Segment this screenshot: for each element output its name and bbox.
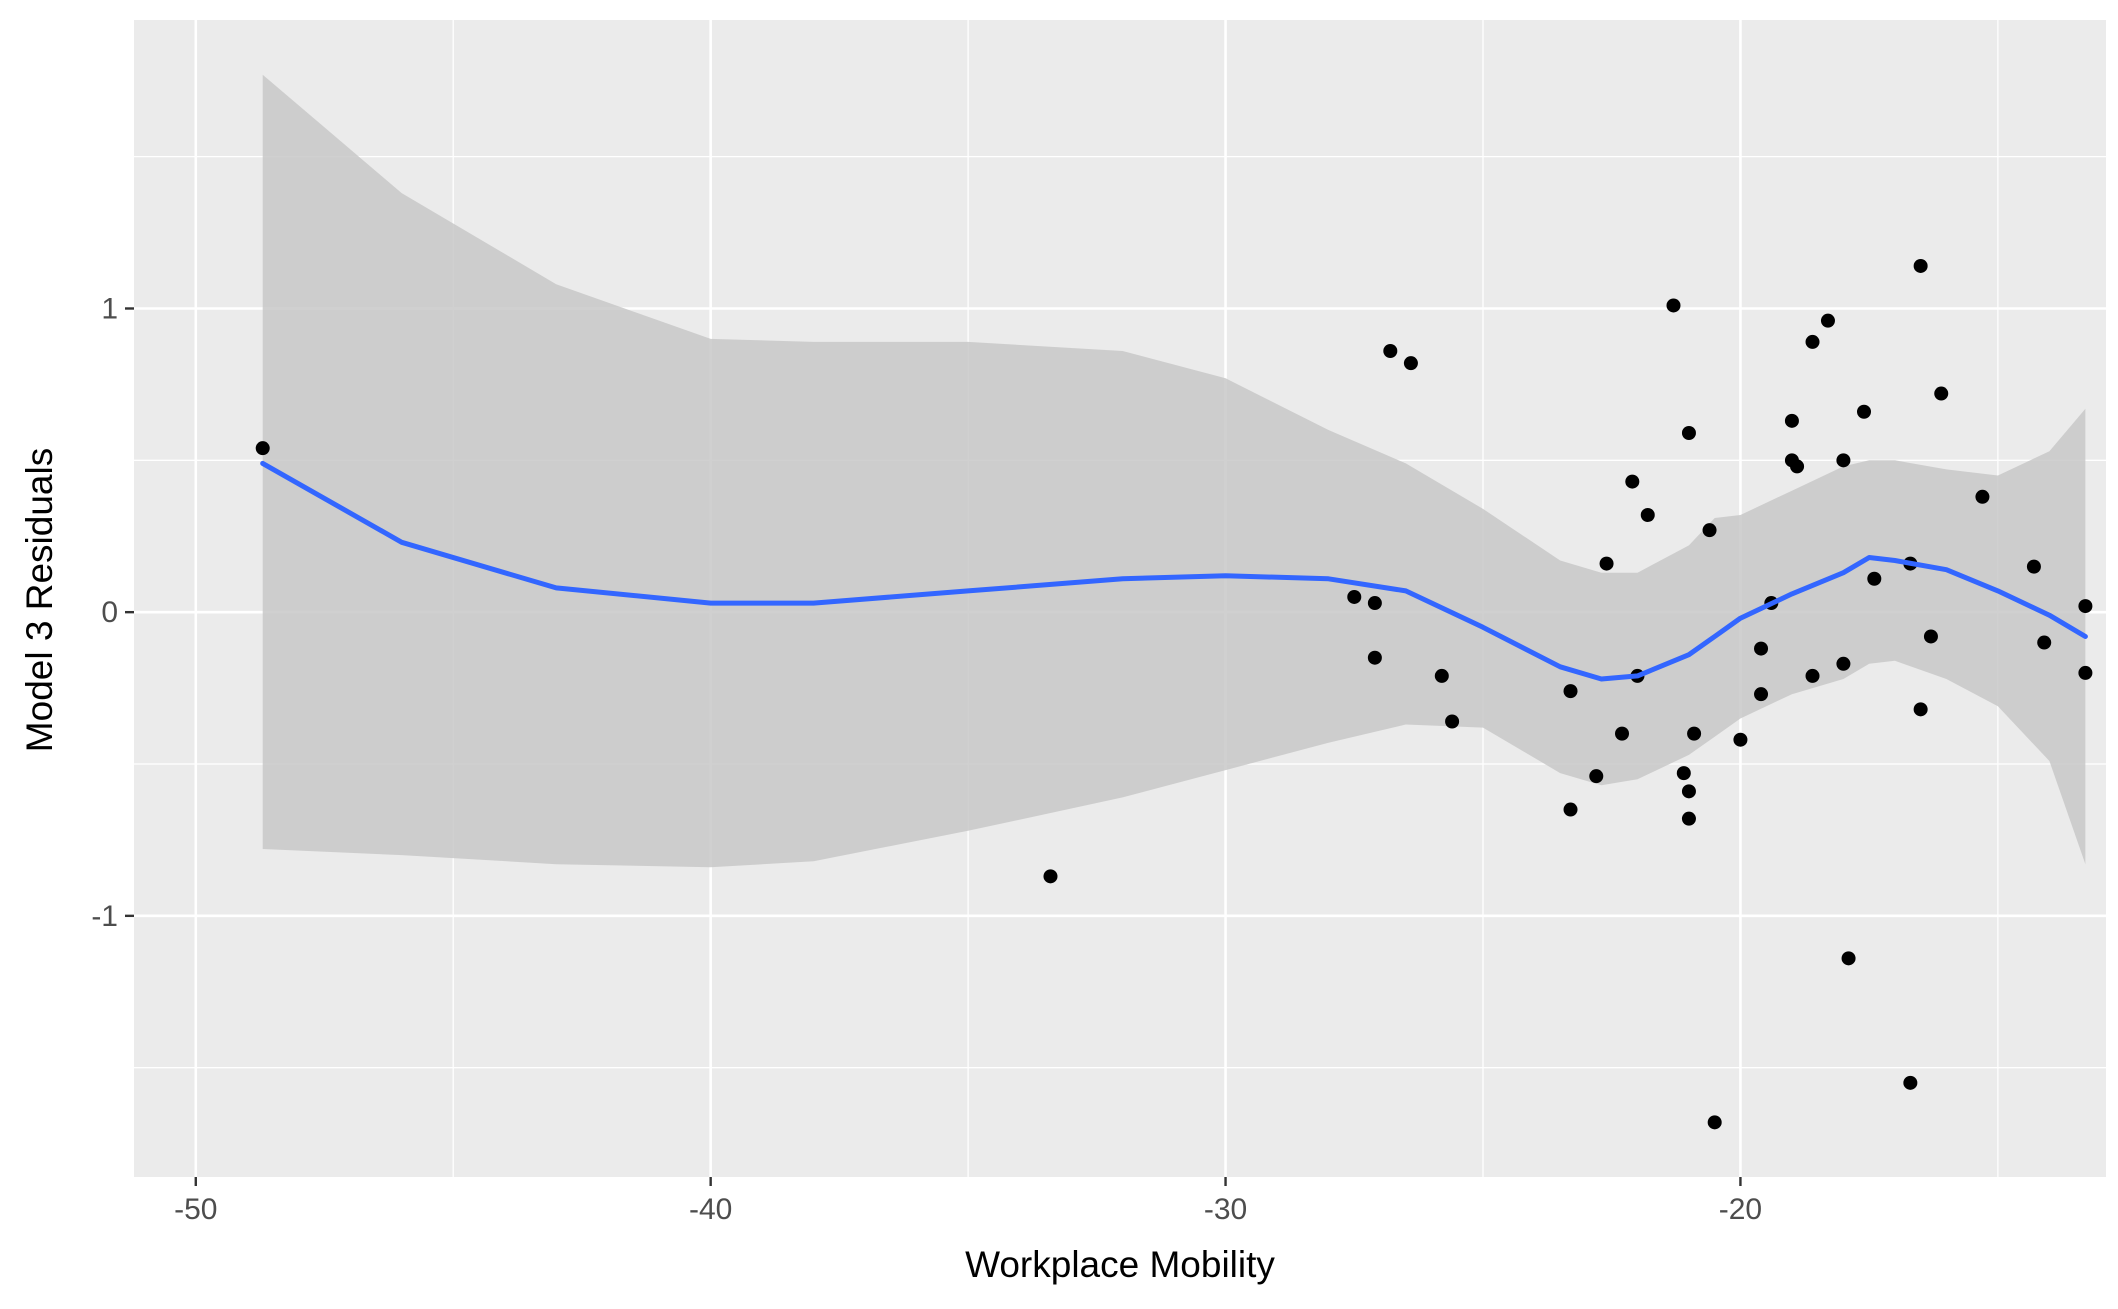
x-axis-title: Workplace Mobility: [965, 1244, 1275, 1285]
y-tick-label: -1: [91, 900, 118, 933]
data-point: [1841, 951, 1856, 966]
data-point: [1589, 769, 1604, 784]
y-axis: -1 0 1: [91, 292, 134, 933]
data-point: [1599, 556, 1614, 571]
data-point: [1681, 811, 1696, 826]
data-point: [1702, 523, 1717, 538]
data-point: [1383, 344, 1398, 359]
data-point: [1836, 453, 1851, 468]
y-axis-title: Model 3 Residuals: [19, 448, 60, 752]
data-point: [1625, 474, 1640, 489]
data-point: [1666, 298, 1681, 313]
data-point: [1903, 1075, 1918, 1090]
data-point: [1820, 313, 1835, 328]
data-point: [1857, 404, 1872, 419]
y-tick-label: 0: [101, 596, 118, 629]
data-point: [1784, 413, 1799, 428]
data-point: [1347, 589, 1362, 604]
data-point: [1836, 656, 1851, 671]
smooth-line: [260, 460, 2088, 682]
confidence-band: [262, 74, 2086, 868]
data-point: [255, 441, 270, 456]
data-point: [1640, 507, 1655, 522]
data-point: [1681, 425, 1696, 440]
data-point: [1805, 334, 1820, 349]
data-point: [1687, 726, 1702, 741]
data-point: [1615, 726, 1630, 741]
data-point: [1434, 668, 1449, 683]
data-point: [1805, 668, 1820, 683]
data-point: [1733, 732, 1748, 747]
x-tick-label: -30: [1204, 1193, 1247, 1226]
data-point: [1913, 702, 1928, 717]
data-point: [1754, 641, 1769, 656]
data-point: [1681, 784, 1696, 799]
data-points: [255, 258, 2093, 1130]
data-point: [1043, 869, 1058, 884]
y-tick-label: 1: [101, 292, 118, 325]
data-point: [1403, 356, 1418, 371]
data-point: [1934, 386, 1949, 401]
data-point: [1923, 629, 1938, 644]
x-tick-label: -20: [1719, 1193, 1762, 1226]
data-point: [2078, 665, 2093, 680]
data-point: [2078, 599, 2093, 614]
data-point: [1975, 489, 1990, 504]
data-point: [1367, 650, 1382, 665]
data-point: [1563, 802, 1578, 817]
x-axis: -50 -40 -30 -20: [174, 1177, 1762, 1226]
data-point: [1913, 258, 1928, 273]
data-point: [1867, 571, 1882, 586]
x-tick-label: -50: [174, 1193, 217, 1226]
data-point: [2037, 635, 2052, 650]
data-point: [1754, 687, 1769, 702]
data-point: [1563, 684, 1578, 699]
data-point: [1367, 596, 1382, 611]
data-point: [2026, 559, 2041, 574]
data-point: [1445, 714, 1460, 729]
data-point: [1790, 459, 1805, 474]
x-tick-label: -40: [689, 1193, 732, 1226]
data-point: [1676, 766, 1691, 781]
data-point: [1707, 1115, 1722, 1130]
